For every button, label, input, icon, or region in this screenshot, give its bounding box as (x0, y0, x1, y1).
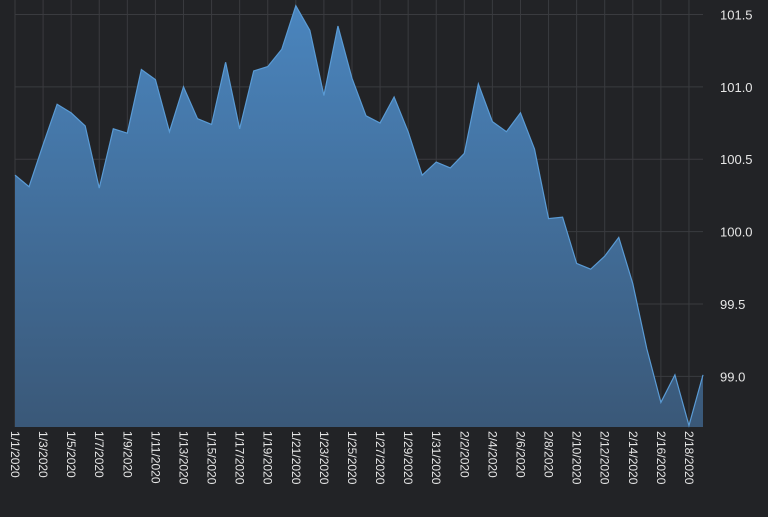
x-tick-label: 1/5/2020 (64, 431, 78, 478)
x-tick-label: 2/14/2020 (626, 431, 640, 485)
y-axis: 99.0 99.5 100.0 100.5 101.0 101.5 (720, 7, 753, 384)
x-tick-label: 2/4/2020 (485, 431, 499, 478)
x-tick-label: 2/6/2020 (513, 431, 527, 478)
x-tick-label: 1/3/2020 (36, 431, 50, 478)
y-tick-label: 99.5 (720, 297, 745, 312)
x-tick-label: 1/25/2020 (345, 431, 359, 485)
y-tick-label: 101.5 (720, 7, 753, 22)
x-tick-label: 1/11/2020 (148, 431, 162, 484)
area-fill (15, 5, 703, 427)
x-tick-label: 1/21/2020 (289, 431, 303, 485)
series-line (14, 4, 704, 428)
x-tick-label: 1/1/2020 (8, 431, 22, 478)
y-tick-label: 99.0 (720, 369, 745, 384)
x-axis: 1/1/2020 1/3/2020 1/5/2020 1/7/2020 1/9/2020… (8, 431, 696, 485)
y-tick-label: 100.0 (720, 225, 753, 240)
x-tick-label: 2/12/2020 (598, 431, 612, 485)
x-tick-label: 1/13/2020 (176, 431, 190, 485)
x-tick-label: 1/7/2020 (92, 431, 106, 478)
x-tick-label: 1/31/2020 (429, 431, 443, 485)
x-tick-label: 1/19/2020 (261, 431, 275, 485)
x-tick-label: 2/2/2020 (457, 431, 471, 478)
x-tick-label: 1/15/2020 (205, 431, 219, 485)
x-tick-label: 2/8/2020 (542, 431, 556, 478)
x-tick-label: 1/17/2020 (233, 431, 247, 485)
x-tick-label: 2/16/2020 (654, 431, 668, 485)
y-tick-label: 101.0 (720, 80, 753, 95)
area-series (14, 4, 704, 428)
x-tick-label: 1/23/2020 (317, 431, 331, 485)
x-tick-label: 1/29/2020 (401, 431, 415, 485)
x-tick-label: 1/27/2020 (373, 431, 387, 485)
x-tick-label: 1/9/2020 (120, 431, 134, 478)
x-tick-label: 2/10/2020 (570, 431, 584, 485)
x-tick-label: 2/18/2020 (682, 431, 696, 485)
y-tick-label: 100.5 (720, 152, 753, 167)
